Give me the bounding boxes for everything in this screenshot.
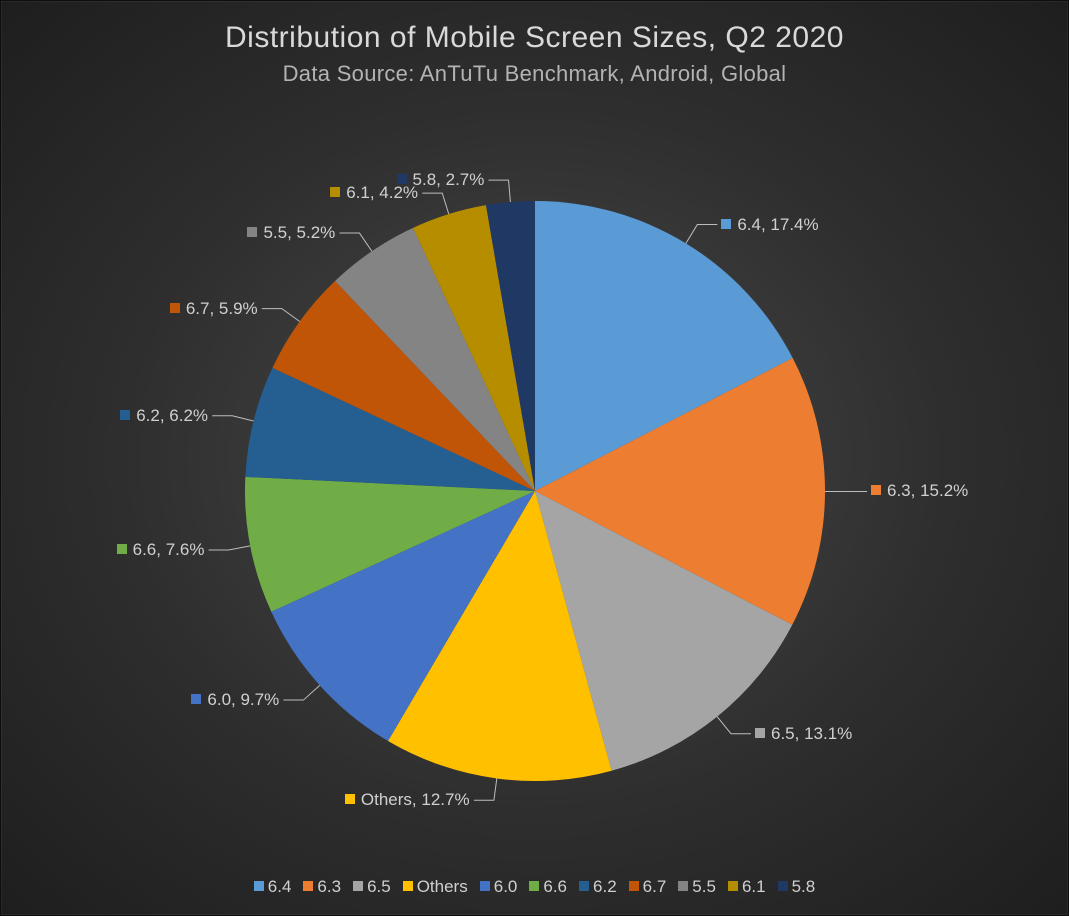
- legend-label: 6.1: [742, 877, 766, 896]
- slice-label: 6.0, 9.7%: [191, 690, 279, 710]
- legend-item: 6.2: [579, 877, 617, 897]
- swatch-icon: [629, 881, 639, 891]
- slice-label-text: 5.8, 2.7%: [413, 170, 485, 189]
- slice-label: 6.7, 5.9%: [170, 299, 258, 319]
- swatch-icon: [170, 303, 180, 313]
- legend-label: Others: [417, 877, 468, 896]
- chart-frame: Distribution of Mobile Screen Sizes, Q2 …: [0, 0, 1069, 916]
- legend-item: 6.0: [480, 877, 518, 897]
- legend-item: Others: [403, 877, 468, 897]
- leader-line: [212, 416, 253, 421]
- legend-label: 5.5: [692, 877, 716, 896]
- pie-chart: 6.4, 17.4% 6.3, 15.2% 6.5, 13.1% Others, 12…: [1, 101, 1069, 841]
- swatch-icon: [728, 881, 738, 891]
- swatch-icon: [871, 485, 881, 495]
- legend-label: 6.4: [268, 877, 292, 896]
- swatch-icon: [755, 728, 765, 738]
- swatch-icon: [403, 881, 413, 891]
- swatch-icon: [345, 794, 355, 804]
- swatch-icon: [778, 881, 788, 891]
- slice-label: 6.4, 17.4%: [721, 215, 818, 235]
- legend-item: 6.4: [254, 877, 292, 897]
- slice-label: 5.8, 2.7%: [397, 170, 485, 190]
- chart-subtitle: Data Source: AnTuTu Benchmark, Android, …: [1, 61, 1068, 87]
- legend-label: 6.6: [543, 877, 567, 896]
- leader-line: [262, 309, 300, 322]
- swatch-icon: [579, 881, 589, 891]
- legend-label: 6.7: [643, 877, 667, 896]
- swatch-icon: [529, 881, 539, 891]
- swatch-icon: [330, 187, 340, 197]
- legend-item: 6.3: [303, 877, 341, 897]
- slice-label: 6.2, 6.2%: [120, 406, 208, 426]
- chart-title: Distribution of Mobile Screen Sizes, Q2 …: [1, 21, 1068, 55]
- pie-svg: [1, 101, 1069, 841]
- swatch-icon: [191, 694, 201, 704]
- swatch-icon: [721, 219, 731, 229]
- slice-label: Others, 12.7%: [345, 790, 470, 810]
- swatch-icon: [678, 881, 688, 891]
- swatch-icon: [247, 227, 257, 237]
- leader-line: [489, 180, 511, 202]
- swatch-icon: [120, 410, 130, 420]
- slice-label-text: 5.5, 5.2%: [263, 223, 335, 242]
- slice-label-text: 6.6, 7.6%: [133, 540, 205, 559]
- swatch-icon: [397, 174, 407, 184]
- leader-line: [686, 225, 717, 244]
- swatch-icon: [117, 544, 127, 554]
- slice-label-text: 6.0, 9.7%: [207, 690, 279, 709]
- legend-item: 5.5: [678, 877, 716, 897]
- slice-label-text: Others, 12.7%: [361, 790, 470, 809]
- legend-label: 6.5: [367, 877, 391, 896]
- slice-label: 6.6, 7.6%: [117, 540, 205, 560]
- legend: 6.4 6.3 6.5 Others 6.0 6.6 6.2 6.7 5.5 6.1 5.8: [1, 877, 1068, 897]
- swatch-icon: [353, 881, 363, 891]
- legend-label: 6.2: [593, 877, 617, 896]
- leader-line: [209, 546, 251, 550]
- leader-line: [474, 778, 497, 800]
- leader-line: [717, 717, 751, 734]
- legend-item: 6.1: [728, 877, 766, 897]
- leader-line: [339, 233, 371, 251]
- slice-label: 6.5, 13.1%: [755, 724, 852, 744]
- slice-label: 5.5, 5.2%: [247, 223, 335, 243]
- legend-label: 6.3: [317, 877, 341, 896]
- swatch-icon: [303, 881, 313, 891]
- legend-item: 5.8: [778, 877, 816, 897]
- slice-label-text: 6.2, 6.2%: [136, 406, 208, 425]
- legend-label: 5.8: [792, 877, 816, 896]
- legend-label: 6.0: [494, 877, 518, 896]
- slice-label-text: 6.3, 15.2%: [887, 481, 968, 500]
- legend-item: 6.6: [529, 877, 567, 897]
- swatch-icon: [480, 881, 490, 891]
- leader-line: [422, 193, 449, 214]
- slice-label-text: 6.5, 13.1%: [771, 724, 852, 743]
- legend-item: 6.5: [353, 877, 391, 897]
- leader-line: [283, 685, 319, 700]
- slice-label-text: 6.4, 17.4%: [737, 215, 818, 234]
- slice-label: 6.3, 15.2%: [871, 481, 968, 501]
- legend-item: 6.7: [629, 877, 667, 897]
- swatch-icon: [254, 881, 264, 891]
- slice-label-text: 6.7, 5.9%: [186, 299, 258, 318]
